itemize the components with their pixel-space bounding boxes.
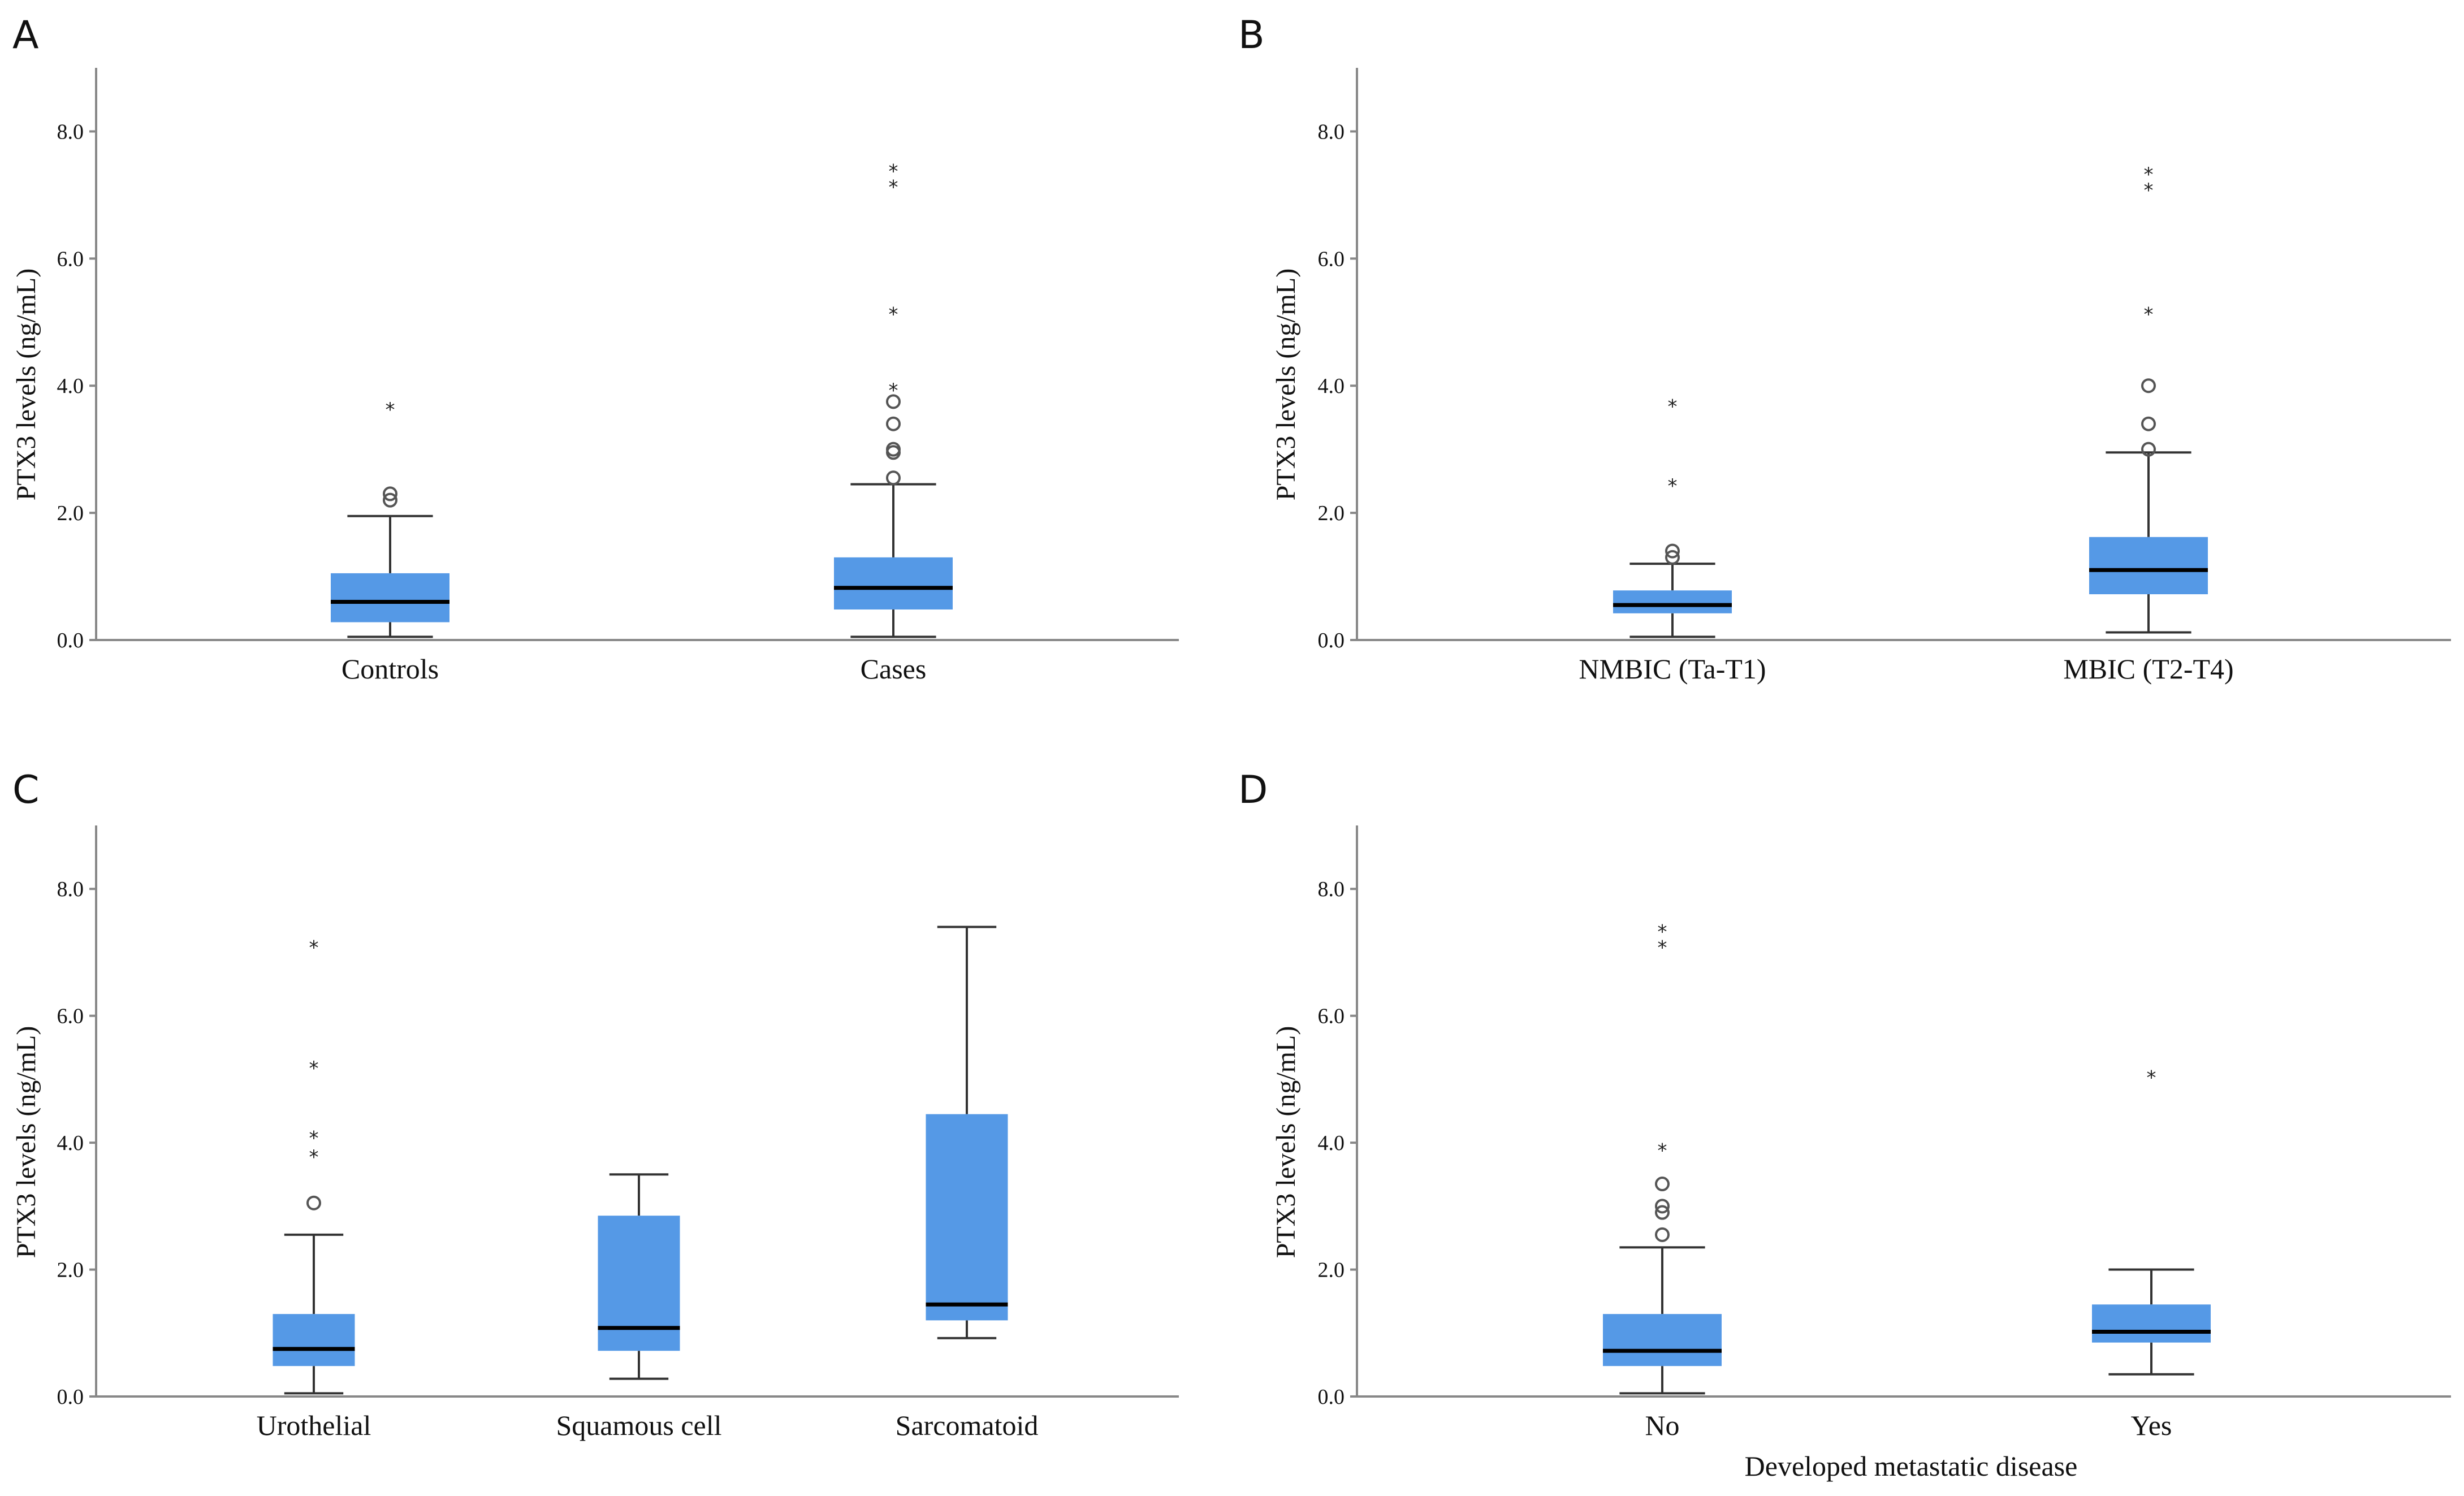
panel-b: B PTX3 levels (ng/mL) 0.02.04.06.08.0**N… (1238, 13, 2451, 685)
panel-d-x-axis-label: Developed metastatic disease (1745, 1450, 2078, 1482)
x-category-label: Yes (2131, 1409, 2172, 1441)
outlier-circle (2141, 442, 2156, 457)
panel-b-label: B (1238, 13, 1265, 58)
box-iqr (2092, 1304, 2211, 1343)
y-tick-label: 6.0 (57, 1005, 84, 1028)
outlier-star: * (1668, 475, 1678, 498)
y-tick-label: 4.0 (1318, 1131, 1345, 1155)
outlier-star: * (889, 160, 898, 183)
y-tick-label: 2.0 (57, 501, 84, 525)
box-iqr (273, 1314, 355, 1367)
outlier-circle (306, 1195, 321, 1210)
box-iqr (834, 557, 953, 610)
y-tick-label: 2.0 (1318, 501, 1345, 525)
y-tick-label: 4.0 (57, 1131, 84, 1155)
panel-a-label: A (12, 13, 39, 58)
outlier-star: * (2144, 303, 2154, 326)
y-tick-label: 0.0 (1318, 1385, 1345, 1409)
panel-c-y-axis-label: PTX3 levels (ng/mL) (11, 1026, 41, 1259)
outlier-star: * (1658, 937, 1667, 959)
y-tick-label: 8.0 (57, 120, 84, 144)
y-tick-label: 0.0 (57, 629, 84, 652)
y-tick-label: 6.0 (1318, 1005, 1345, 1028)
box-iqr (926, 1114, 1008, 1321)
y-tick-label: 4.0 (1318, 374, 1345, 398)
outlier-circle (1655, 1205, 1670, 1220)
outlier-star: * (2144, 163, 2154, 186)
box-iqr (598, 1216, 680, 1351)
y-tick-label: 8.0 (1318, 120, 1345, 144)
y-tick-label: 8.0 (57, 877, 84, 901)
outlier-star: * (309, 1057, 319, 1080)
x-category-label: NMBIC (Ta-T1) (1579, 653, 1766, 685)
outlier-circle (383, 486, 397, 501)
outlier-star: * (309, 1127, 319, 1149)
x-category-label: Cases (861, 653, 927, 685)
outlier-star: * (889, 379, 898, 402)
x-category-label: Controls (341, 653, 439, 685)
outlier-star: * (386, 399, 395, 421)
outlier-star: * (1668, 395, 1678, 418)
y-tick-label: 4.0 (57, 374, 84, 398)
outlier-star: * (1658, 921, 1667, 944)
outlier-circle (2141, 416, 2156, 431)
x-category-label: Squamous cell (556, 1409, 721, 1441)
x-category-label: Sarcomatoid (896, 1409, 1039, 1441)
outlier-star: * (2147, 1067, 2156, 1089)
outlier-circle (886, 470, 901, 486)
y-tick-label: 2.0 (1318, 1259, 1345, 1282)
y-tick-label: 6.0 (1318, 247, 1345, 271)
outlier-circle (1655, 1227, 1670, 1242)
outlier-star: * (309, 937, 319, 959)
y-tick-label: 2.0 (57, 1259, 84, 1282)
x-category-label: No (1645, 1409, 1679, 1441)
outlier-circle (1655, 1177, 1670, 1192)
outlier-star: * (889, 303, 898, 326)
outlier-star: * (2144, 179, 2154, 202)
panel-d-y-axis-label: PTX3 levels (ng/mL) (1271, 1026, 1301, 1259)
outlier-circle (886, 442, 901, 457)
panel-d: D PTX3 levels (ng/mL) Developed metastat… (1238, 768, 2451, 1482)
panel-c-label: C (12, 768, 39, 812)
outlier-circle (2141, 378, 2156, 394)
panel-a-y-axis-label: PTX3 levels (ng/mL) (11, 269, 41, 501)
x-category-label: Urothelial (257, 1409, 371, 1441)
panel-a: A PTX3 levels (ng/mL) 0.0 2.0 4.0 6.0 8.0 * Co… (11, 13, 1179, 685)
box-iqr (1613, 590, 1732, 613)
outlier-circle (1665, 550, 1680, 565)
outlier-circle (1665, 543, 1680, 559)
outlier-star: * (889, 176, 898, 198)
outlier-star: * (1658, 1140, 1667, 1162)
outlier-circle (886, 416, 901, 431)
x-category-label: MBIC (T2-T4) (2063, 653, 2233, 685)
y-tick-label: 8.0 (1318, 877, 1345, 901)
y-tick-label: 0.0 (1318, 629, 1345, 652)
outlier-circle (1655, 1199, 1670, 1214)
outlier-star: * (309, 1146, 319, 1169)
box-iqr (331, 573, 449, 622)
box-iqr (1603, 1314, 1722, 1367)
outlier-circle (886, 394, 901, 409)
panel-c: C PTX3 levels (ng/mL) 0.02.04.06.08.0***… (11, 768, 1179, 1441)
panel-b-y-axis-label: PTX3 levels (ng/mL) (1271, 269, 1301, 501)
outlier-circle (383, 492, 397, 508)
y-tick-label: 6.0 (57, 247, 84, 271)
box-iqr (2089, 537, 2208, 595)
panel-d-label: D (1238, 768, 1268, 812)
y-tick-label: 0.0 (57, 1385, 84, 1409)
